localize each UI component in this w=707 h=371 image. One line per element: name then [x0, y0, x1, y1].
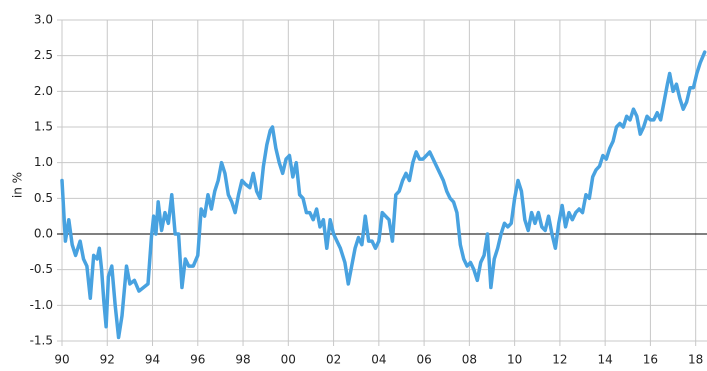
x-tick-label: 00: [281, 353, 296, 367]
x-tick-label: 96: [190, 353, 205, 367]
x-tick-label: 92: [100, 353, 115, 367]
x-tick-label: 90: [54, 353, 69, 367]
x-tick-label: 10: [507, 353, 522, 367]
y-tick-label: 0.0: [34, 227, 53, 241]
x-tick-label: 98: [235, 353, 250, 367]
x-tick-label: 12: [552, 353, 567, 367]
x-tick-label: 14: [598, 353, 613, 367]
y-tick-label: 3.0: [34, 13, 53, 27]
y-tick-label: -1.0: [30, 298, 53, 312]
x-tick-label: 94: [145, 353, 160, 367]
x-tick-label: 08: [462, 353, 477, 367]
x-tick-label: 18: [688, 353, 703, 367]
y-tick-label: 0.5: [34, 191, 53, 205]
data-line: [60, 50, 707, 340]
x-tick-label: 06: [416, 353, 431, 367]
y-tick-label: 2.0: [34, 84, 53, 98]
y-tick-label: 1.0: [34, 155, 53, 169]
x-tick-label: 02: [326, 353, 341, 367]
y-tick-label: -1.5: [30, 334, 53, 348]
x-tick-label: 04: [371, 353, 386, 367]
y-axis-label: in %: [11, 172, 25, 198]
y-tick-label: 2.5: [34, 48, 53, 62]
x-tick-label: 16: [643, 353, 658, 367]
y-tick-label: -0.5: [30, 262, 53, 276]
y-tick-label: 1.5: [34, 120, 53, 134]
